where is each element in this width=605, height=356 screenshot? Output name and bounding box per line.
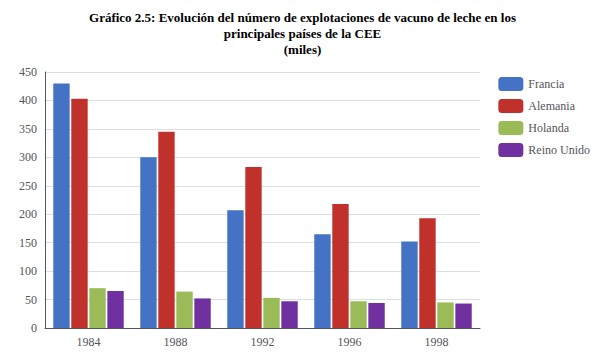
svg-text:250: 250: [19, 179, 37, 193]
svg-text:principales países de la CEE: principales países de la CEE: [224, 26, 381, 41]
svg-text:50: 50: [25, 293, 37, 307]
svg-text:Holanda: Holanda: [528, 121, 569, 135]
svg-text:200: 200: [19, 207, 37, 221]
svg-text:(miles): (miles): [284, 42, 322, 57]
svg-text:350: 350: [19, 122, 37, 136]
svg-text:1996: 1996: [338, 335, 362, 349]
svg-text:1998: 1998: [425, 335, 449, 349]
svg-text:0: 0: [31, 321, 37, 335]
svg-text:Alemania: Alemania: [528, 99, 575, 113]
svg-text:100: 100: [19, 264, 37, 278]
svg-text:450: 450: [19, 65, 37, 79]
svg-text:Gráfico 2.5: Evolución del núm: Gráfico 2.5: Evolución del número de exp…: [89, 10, 516, 25]
svg-text:400: 400: [19, 93, 37, 107]
svg-text:Reino Unido: Reino Unido: [528, 143, 590, 157]
svg-text:1988: 1988: [164, 335, 188, 349]
svg-text:Francia: Francia: [528, 77, 565, 91]
svg-text:300: 300: [19, 150, 37, 164]
svg-text:150: 150: [19, 236, 37, 250]
svg-text:1984: 1984: [77, 335, 101, 349]
svg-text:1992: 1992: [251, 335, 275, 349]
